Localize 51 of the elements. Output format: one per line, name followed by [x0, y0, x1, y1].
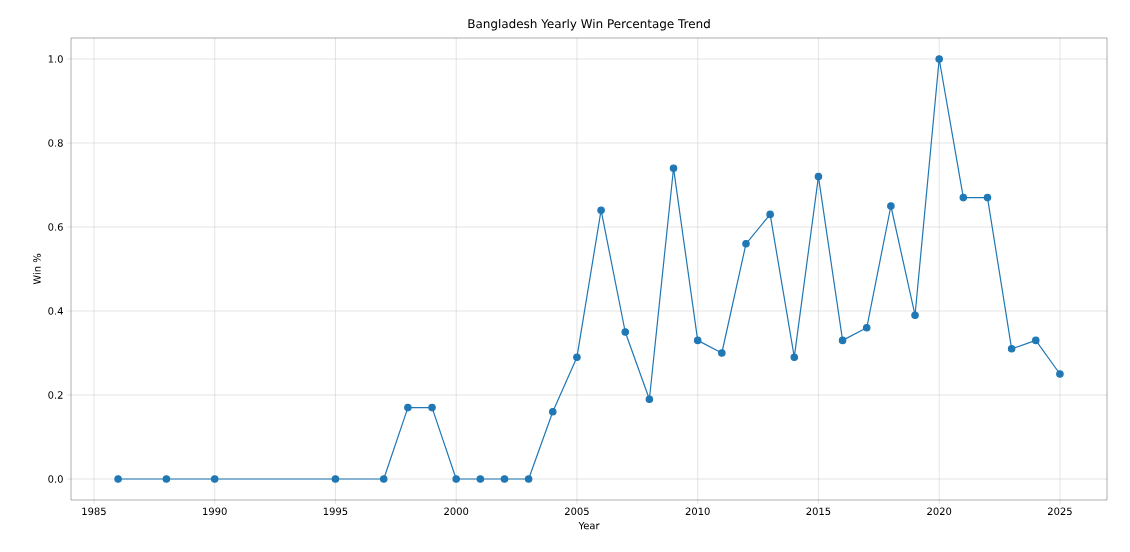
point — [790, 353, 799, 361]
y-tick-label: 0.2 — [48, 391, 63, 399]
point — [621, 328, 630, 336]
point — [645, 395, 654, 403]
point — [379, 475, 388, 483]
chart-title: Bangladesh Yearly Win Percentage Trend — [468, 18, 710, 31]
y-tick-label: 0.8 — [48, 139, 63, 147]
point — [1056, 370, 1064, 378]
x-tick-label: 1995 — [323, 507, 348, 516]
point — [452, 475, 460, 483]
y-tick-label: 0.4 — [48, 307, 63, 315]
point — [718, 349, 726, 357]
point — [669, 164, 678, 172]
point — [548, 408, 557, 416]
point — [162, 475, 171, 483]
x-tick-label: 2000 — [444, 507, 469, 516]
point — [404, 403, 412, 412]
point — [524, 475, 533, 483]
x-tick-label: 1990 — [203, 507, 227, 516]
x-tick-label: 2005 — [564, 507, 589, 516]
point — [476, 475, 485, 483]
point — [838, 336, 847, 345]
point — [766, 210, 774, 219]
x-tick-label: 2025 — [1047, 507, 1072, 516]
x-axis-title: Year — [578, 521, 600, 530]
point — [331, 475, 340, 483]
point — [911, 311, 919, 319]
point — [500, 475, 509, 483]
point — [428, 403, 436, 412]
x-tick-label: 2020 — [927, 507, 952, 516]
x-tick-label: 2010 — [685, 507, 710, 516]
point — [597, 206, 605, 214]
point — [862, 324, 871, 332]
point — [1031, 336, 1040, 345]
point — [210, 475, 219, 483]
point — [114, 475, 122, 483]
x-tick-label: 2015 — [806, 507, 831, 516]
point — [959, 193, 968, 202]
y-tick-label: 1.0 — [48, 55, 63, 63]
point — [935, 55, 943, 63]
point — [814, 172, 823, 181]
point — [983, 193, 992, 202]
x-tick-label: 1985 — [82, 507, 106, 516]
point — [742, 240, 750, 248]
y-axis-title: Win % — [33, 253, 41, 285]
point — [1007, 345, 1016, 353]
y-tick-label: 0.6 — [48, 223, 63, 231]
point — [573, 353, 581, 361]
point — [887, 202, 895, 210]
y-tick-label: 0.0 — [48, 475, 63, 483]
point — [693, 336, 702, 345]
